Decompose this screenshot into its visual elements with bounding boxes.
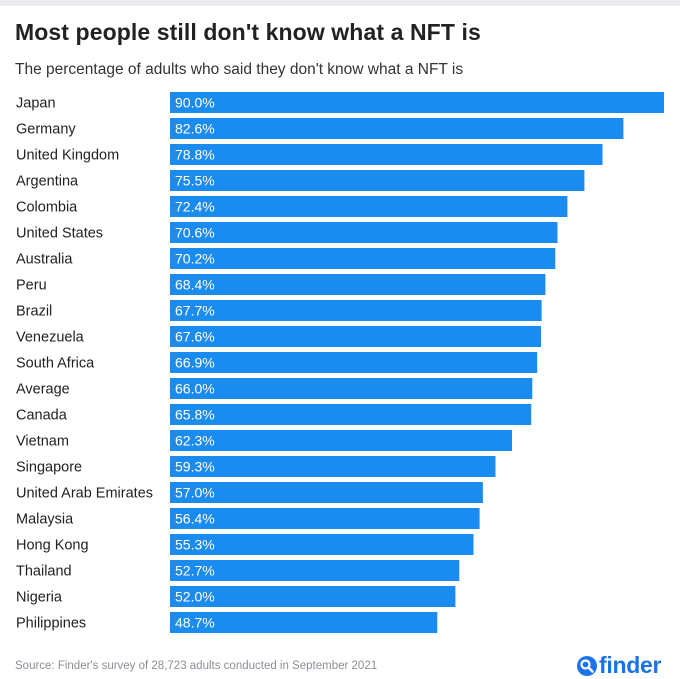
chart-title: Most people still don't know what a NFT …	[15, 19, 481, 45]
category-label: Malaysia	[16, 512, 74, 528]
category-label: Nigeria	[16, 590, 63, 606]
bar	[170, 586, 456, 607]
bar-value-label: 75.5%	[175, 173, 215, 189]
bar-value-label: 65.8%	[175, 407, 215, 423]
bar-value-label: 78.8%	[175, 147, 215, 163]
category-label: United Kingdom	[16, 148, 119, 164]
category-label: Canada	[16, 408, 68, 424]
category-label: Australia	[16, 252, 73, 268]
bar-value-label: 70.2%	[175, 251, 215, 267]
category-label: Average	[16, 382, 70, 398]
bar	[170, 274, 546, 295]
bar	[170, 222, 558, 243]
finder-logo[interactable]: finder	[576, 652, 661, 679]
category-label: Vietnam	[16, 434, 69, 450]
bar	[170, 118, 624, 139]
bar	[170, 612, 438, 633]
bar-value-label: 66.9%	[175, 355, 215, 371]
bar-value-label: 66.0%	[175, 381, 215, 397]
bar	[170, 378, 533, 399]
category-label: South Africa	[16, 356, 95, 372]
category-label: United States	[16, 226, 103, 242]
category-label: Germany	[16, 122, 76, 138]
category-label: Hong Kong	[16, 538, 89, 554]
category-label: Singapore	[16, 460, 82, 476]
bar-value-label: 52.0%	[175, 589, 215, 605]
bar	[170, 534, 474, 555]
category-label: Venezuela	[16, 330, 85, 346]
bar-value-label: 48.7%	[175, 615, 215, 631]
finder-brand-text: finder	[599, 652, 662, 678]
bar-value-label: 68.4%	[175, 277, 215, 293]
chart-subtitle: The percentage of adults who said they d…	[15, 61, 464, 78]
bar-value-label: 52.7%	[175, 563, 215, 579]
bar-value-label: 70.6%	[175, 225, 215, 241]
bar	[170, 404, 532, 425]
bar	[170, 300, 542, 321]
category-label: Philippines	[16, 616, 86, 632]
category-label: Thailand	[16, 564, 72, 580]
bar	[170, 352, 538, 373]
bar	[170, 326, 541, 347]
bar-value-label: 56.4%	[175, 511, 215, 527]
bar-value-label: 59.3%	[175, 459, 215, 475]
category-label: Peru	[16, 278, 47, 294]
category-label: Japan	[16, 96, 56, 112]
bar	[170, 248, 556, 269]
bar	[170, 508, 480, 529]
category-label: Brazil	[16, 304, 52, 320]
bar-value-label: 67.6%	[175, 329, 215, 345]
bar-value-label: 67.7%	[175, 303, 215, 319]
source-note: Source: Finder's survey of 28,723 adults…	[15, 660, 378, 672]
bar	[170, 144, 603, 165]
bar	[170, 560, 460, 581]
bar	[170, 92, 664, 113]
bar-value-label: 57.0%	[175, 485, 215, 501]
category-label: Argentina	[16, 174, 79, 190]
bar-value-label: 55.3%	[175, 537, 215, 553]
bar	[170, 430, 512, 451]
category-label: Colombia	[16, 200, 78, 216]
bar-value-label: 90.0%	[175, 95, 215, 111]
bar-value-label: 72.4%	[175, 199, 215, 215]
bar	[170, 456, 496, 477]
top-divider	[0, 0, 680, 6]
category-label: United Arab Emirates	[16, 486, 153, 502]
finder-logo-magnifier-icon	[577, 655, 597, 676]
bar	[170, 196, 568, 217]
bar-value-label: 62.3%	[175, 433, 215, 449]
bar	[170, 170, 585, 191]
bar	[170, 482, 483, 503]
bar-value-label: 82.6%	[175, 121, 215, 137]
